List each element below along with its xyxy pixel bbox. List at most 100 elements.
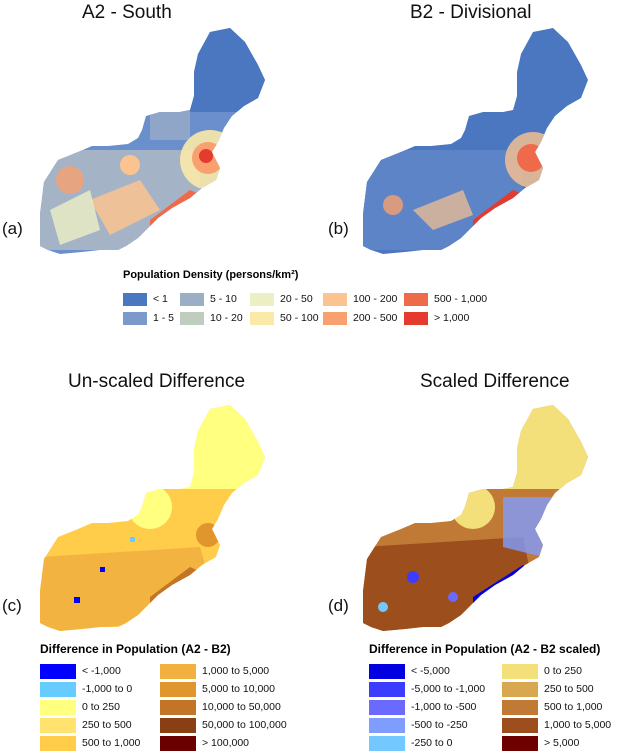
map-b-area <box>363 28 588 254</box>
legend-label: 1 - 5 <box>153 312 175 324</box>
legend-label: 10,000 to 50,000 <box>202 701 281 713</box>
density-legend-item: 50 - 100 <box>250 311 319 325</box>
scaled-legend-item: < -5,000 <box>369 663 450 679</box>
legend-label: 200 - 500 <box>353 312 398 324</box>
legend-swatch <box>123 292 147 306</box>
title-b2-divisional: B2 - Divisional <box>410 2 532 23</box>
map-scaled-difference <box>363 405 588 631</box>
unscaled-legend-item: > 100,000 <box>160 735 249 751</box>
legend-swatch <box>180 311 204 325</box>
legend-label: 250 to 500 <box>544 683 594 695</box>
legend-label: 500 to 1,000 <box>82 737 141 749</box>
density-legend-title: Population Density (persons/km²) <box>123 269 299 281</box>
legend-label: < -1,000 <box>82 665 121 677</box>
legend-swatch <box>123 311 147 325</box>
density-legend-item: 10 - 20 <box>180 311 243 325</box>
unscaled-legend-item: -1,000 to 0 <box>40 681 132 697</box>
legend-label: 5,000 to 10,000 <box>202 683 275 695</box>
legend-swatch <box>369 681 405 697</box>
legend-label: > 100,000 <box>202 737 250 749</box>
scaled-legend-item: 1,000 to 5,000 <box>502 717 611 733</box>
legend-swatch <box>369 699 405 715</box>
scaled-legend-title: Difference in Population (A2 - B2 scaled… <box>369 642 601 656</box>
scaled-legend-item: 500 to 1,000 <box>502 699 602 715</box>
density-legend-item: 200 - 500 <box>323 311 397 325</box>
legend-swatch <box>160 717 196 733</box>
map-b2-divisional <box>363 28 588 254</box>
legend-label: 5 - 10 <box>210 293 237 305</box>
unscaled-legend-item: 10,000 to 50,000 <box>160 699 281 715</box>
scaled-legend-item: -500 to -250 <box>369 717 468 733</box>
legend-swatch <box>160 681 196 697</box>
legend-swatch <box>323 311 347 325</box>
unscaled-legend-item: 50,000 to 100,000 <box>160 717 287 733</box>
legend-label: -1,000 to -500 <box>411 701 477 713</box>
legend-swatch <box>40 681 76 697</box>
unscaled-legend-item: 500 to 1,000 <box>40 735 140 751</box>
scaled-legend-item: > 5,000 <box>502 735 579 751</box>
legend-swatch <box>180 292 204 306</box>
scaled-legend-item: -1,000 to -500 <box>369 699 476 715</box>
legend-swatch <box>369 663 405 679</box>
legend-label: 1,000 to 5,000 <box>544 719 612 731</box>
legend-swatch <box>160 735 196 751</box>
legend-swatch <box>250 292 274 306</box>
density-legend-item: 100 - 200 <box>323 292 397 306</box>
scaled-legend-item: -250 to 0 <box>369 735 452 751</box>
legend-swatch <box>250 311 274 325</box>
legend-label: 250 to 500 <box>82 719 132 731</box>
unscaled-legend-item: 1,000 to 5,000 <box>160 663 269 679</box>
legend-swatch <box>369 717 405 733</box>
legend-swatch <box>40 699 76 715</box>
legend-swatch <box>40 663 76 679</box>
legend-label: 100 - 200 <box>353 293 398 305</box>
legend-label: -5,000 to -1,000 <box>411 683 486 695</box>
legend-label: 0 to 250 <box>544 665 582 677</box>
density-legend-item: < 1 <box>123 292 168 306</box>
map-d-area <box>363 405 588 631</box>
legend-swatch <box>404 311 428 325</box>
density-legend-item: 20 - 50 <box>250 292 313 306</box>
legend-label: 50,000 to 100,000 <box>202 719 287 731</box>
unscaled-legend-item: 250 to 500 <box>40 717 132 733</box>
unscaled-legend-item: < -1,000 <box>40 663 121 679</box>
legend-swatch <box>502 717 538 733</box>
title-a2-south: A2 - South <box>82 2 172 23</box>
map-a-area <box>40 28 265 254</box>
legend-label: < -5,000 <box>411 665 450 677</box>
legend-swatch <box>502 681 538 697</box>
legend-label: 500 to 1,000 <box>544 701 603 713</box>
density-legend-item: 5 - 10 <box>180 292 237 306</box>
title-scaled-difference: Scaled Difference <box>420 371 570 392</box>
legend-swatch <box>160 699 196 715</box>
legend-label: 0 to 250 <box>82 701 120 713</box>
legend-label: -250 to 0 <box>411 737 453 749</box>
legend-swatch <box>369 735 405 751</box>
legend-label: -1,000 to 0 <box>82 683 133 695</box>
scaled-legend-item: 250 to 500 <box>502 681 594 697</box>
unscaled-legend-item: 0 to 250 <box>40 699 120 715</box>
map-unscaled-difference <box>40 405 265 631</box>
panel-label-d: (d) <box>328 596 349 615</box>
map-a2-south <box>40 28 265 254</box>
legend-swatch <box>502 735 538 751</box>
legend-label: 500 - 1,000 <box>434 293 488 305</box>
legend-label: 50 - 100 <box>280 312 319 324</box>
scaled-legend-item: -5,000 to -1,000 <box>369 681 485 697</box>
legend-swatch <box>40 735 76 751</box>
legend-label: > 5,000 <box>544 737 580 749</box>
legend-label: > 1,000 <box>434 312 470 324</box>
unscaled-legend-item: 5,000 to 10,000 <box>160 681 275 697</box>
density-legend-item: > 1,000 <box>404 311 469 325</box>
density-legend-item: 500 - 1,000 <box>404 292 487 306</box>
title-unscaled-difference: Un-scaled Difference <box>68 371 246 392</box>
legend-swatch <box>40 717 76 733</box>
legend-label: 1,000 to 5,000 <box>202 665 270 677</box>
map-c-area <box>40 405 265 631</box>
panel-label-a: (a) <box>2 219 23 238</box>
panel-label-b: (b) <box>328 219 349 238</box>
unscaled-legend-title: Difference in Population (A2 - B2) <box>40 642 231 656</box>
legend-swatch <box>404 292 428 306</box>
panel-label-c: (c) <box>2 596 22 615</box>
legend-label: -500 to -250 <box>411 719 468 731</box>
